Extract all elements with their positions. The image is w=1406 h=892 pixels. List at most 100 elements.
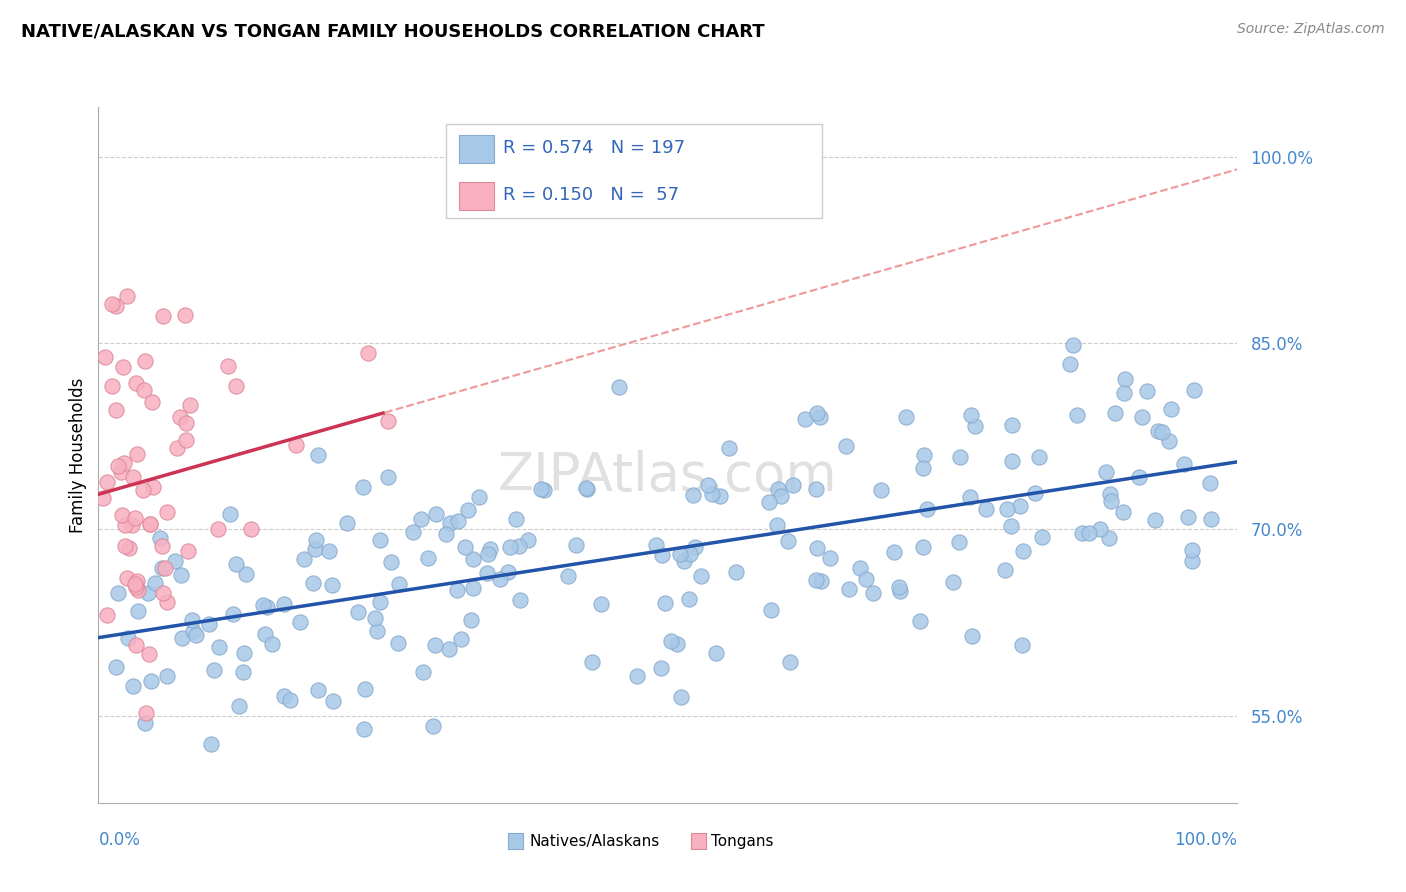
- Point: [806, 482, 828, 496]
- Point: [1000, 518, 1022, 533]
- Point: [142, 480, 165, 494]
- Point: [150, 539, 173, 553]
- Point: [366, 624, 388, 639]
- Point: [228, 698, 250, 713]
- Point: [176, 433, 198, 447]
- Point: [169, 410, 191, 425]
- Point: [581, 655, 603, 669]
- Point: [232, 665, 254, 679]
- Point: [496, 565, 519, 579]
- Point: [1136, 384, 1159, 398]
- Point: [1099, 494, 1122, 508]
- Point: [994, 563, 1017, 577]
- Point: [450, 632, 472, 646]
- Point: [457, 502, 479, 516]
- Point: [336, 516, 359, 530]
- Point: [696, 477, 718, 491]
- Point: [135, 706, 157, 720]
- Point: [149, 531, 172, 545]
- Point: [700, 487, 723, 501]
- Point: [134, 353, 156, 368]
- Point: [505, 512, 527, 526]
- Text: ZIPAtlas.com: ZIPAtlas.com: [498, 450, 838, 502]
- Point: [690, 569, 713, 583]
- Point: [477, 547, 499, 561]
- Point: [806, 541, 828, 556]
- Point: [304, 541, 326, 556]
- Point: [1184, 383, 1206, 397]
- Point: [1160, 401, 1182, 416]
- Point: [127, 574, 149, 589]
- Bar: [460, 182, 494, 211]
- Point: [1066, 408, 1088, 422]
- Point: [105, 299, 128, 313]
- Point: [353, 723, 375, 737]
- Point: [475, 566, 498, 580]
- Point: [682, 488, 704, 502]
- Point: [273, 597, 295, 611]
- Point: [759, 603, 782, 617]
- Point: [409, 512, 432, 526]
- Point: [685, 541, 707, 555]
- Point: [766, 518, 789, 533]
- Point: [1152, 425, 1174, 439]
- Point: [508, 540, 530, 554]
- Point: [416, 551, 439, 566]
- Point: [125, 447, 148, 461]
- Point: [301, 576, 323, 591]
- Point: [949, 450, 972, 464]
- Point: [321, 578, 343, 592]
- Point: [181, 613, 204, 627]
- Point: [468, 491, 491, 505]
- Point: [380, 555, 402, 569]
- Point: [197, 617, 219, 632]
- Point: [127, 604, 149, 618]
- Point: [132, 483, 155, 498]
- Point: [152, 586, 174, 600]
- Point: [423, 638, 446, 652]
- FancyBboxPatch shape: [446, 124, 821, 219]
- Text: Natives/Alaskans: Natives/Alaskans: [529, 833, 659, 848]
- Point: [176, 544, 198, 558]
- Point: [278, 693, 301, 707]
- Point: [1147, 425, 1170, 439]
- Point: [855, 572, 877, 586]
- Point: [163, 554, 186, 568]
- Point: [1011, 544, 1033, 558]
- Point: [776, 534, 799, 549]
- Point: [806, 406, 828, 420]
- Point: [1024, 486, 1046, 500]
- Point: [225, 558, 247, 572]
- Point: [322, 694, 344, 708]
- Point: [704, 646, 727, 660]
- Point: [125, 638, 148, 652]
- Text: R = 0.574   N = 197: R = 0.574 N = 197: [503, 139, 685, 157]
- Point: [769, 489, 792, 503]
- Point: [454, 540, 477, 554]
- Point: [112, 456, 135, 470]
- Point: [575, 482, 598, 496]
- Point: [1001, 417, 1024, 432]
- Point: [273, 689, 295, 703]
- Point: [516, 533, 538, 547]
- Point: [461, 552, 484, 566]
- Point: [818, 551, 841, 566]
- Point: [488, 572, 510, 586]
- Point: [718, 442, 741, 456]
- Point: [114, 518, 136, 533]
- Point: [354, 682, 377, 697]
- Point: [143, 575, 166, 590]
- Point: [155, 561, 177, 575]
- Point: [908, 614, 931, 628]
- Point: [134, 715, 156, 730]
- Point: [174, 416, 197, 430]
- Point: [499, 540, 522, 554]
- Point: [960, 629, 983, 643]
- Point: [352, 480, 374, 494]
- Point: [810, 574, 832, 588]
- Point: [357, 346, 380, 360]
- Point: [124, 511, 146, 525]
- Point: [364, 611, 387, 625]
- Point: [439, 516, 461, 530]
- Point: [779, 655, 801, 669]
